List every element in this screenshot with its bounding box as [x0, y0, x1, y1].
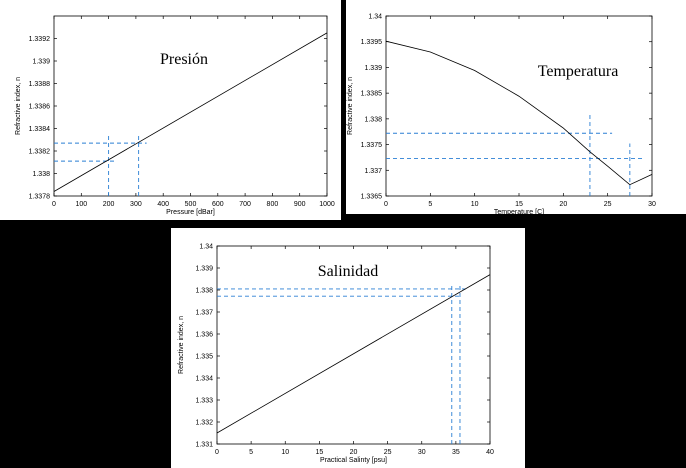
pressure-y-tick-label: 1.3382: [29, 149, 51, 156]
temperature-chart-title: Temperatura: [538, 63, 619, 80]
salinity-x-tick-label: 15: [315, 449, 323, 456]
salinity-y-tick-label: 1.335: [195, 354, 213, 361]
salinity-y-tick-label: 1.34: [199, 244, 213, 251]
salinity-y-tick-label: 1.334: [195, 376, 213, 383]
pressure-x-tick-label: 0: [52, 201, 56, 208]
salinity-series-line: [216, 274, 491, 434]
temperature-x-tick-label: 0: [384, 201, 388, 208]
temperature-x-axis-label: Temperature [C]: [494, 209, 544, 214]
salinity-chart: 0 5 10 15 20 25 30 35 40 1.331 1.332 1.333 1.334 1.33…: [178, 244, 494, 465]
pressure-y-tick-label: 1.3386: [29, 104, 51, 111]
salinity-y-tick-label: 1.332: [195, 420, 213, 427]
salinity-x-tick-label: 10: [281, 449, 289, 456]
temperature-series-line: [385, 40, 653, 186]
salinity-y-tick-label: 1.338: [195, 288, 213, 295]
salinity-x-axis-label: Practical Salinty [psu]: [320, 457, 387, 464]
salinity-x-tick-label: 20: [350, 449, 358, 456]
salinity-x-tick-label: 35: [452, 449, 460, 456]
temperature-y-tick-label: 1.3365: [361, 194, 383, 201]
pressure-plot-frame: [53, 15, 328, 197]
pressure-x-tick-label: 600: [212, 201, 224, 208]
temperature-x-tick-label: 20: [559, 201, 567, 208]
salinity-x-tick-label: 25: [384, 449, 392, 456]
salinity-y-axis-label: Refractive index, n: [178, 316, 185, 374]
pressure-y-tick-label: 1.3388: [29, 81, 51, 88]
salinity-x-tick-label: 0: [215, 449, 219, 456]
temperature-y-tick-label: 1.339: [364, 65, 382, 72]
temperature-chart-panel: 0 5 10 15 20 25 30 1.3365 1.337 1.3375 1.338 1.3385…: [346, 0, 686, 214]
pressure-y-tick-label: 1.3384: [29, 126, 51, 133]
pressure-y-tick-label: 1.3392: [29, 36, 51, 43]
temperature-x-tick-label: 25: [604, 201, 612, 208]
pressure-x-tick-label: 300: [130, 201, 142, 208]
pressure-y-tick-label: 1.338: [32, 171, 50, 178]
pressure-chart-title: Presión: [160, 51, 208, 68]
pressure-chart: 0 100 200 300 400 500 600 700 800 900 1000 1.3378 1.…: [15, 15, 335, 216]
salinity-y-tick-label: 1.337: [195, 310, 213, 317]
temperature-y-tick-label: 1.3395: [361, 39, 383, 46]
pressure-x-tick-label: 700: [239, 201, 251, 208]
temperature-y-tick-label: 1.34: [368, 14, 382, 21]
salinity-y-tick-label: 1.339: [195, 266, 213, 273]
temperature-y-tick-label: 1.338: [364, 116, 382, 123]
temperature-y-axis-label: Refractive index, n: [347, 77, 354, 135]
temperature-plot-frame: [385, 15, 653, 197]
pressure-x-tick-label: 400: [157, 201, 169, 208]
salinity-chart-title: Salinidad: [318, 263, 378, 280]
pressure-x-axis-label: Pressure [dBar]: [166, 209, 215, 216]
temperature-x-tick-label: 10: [471, 201, 479, 208]
pressure-y-axis-label: Refractive index, n: [15, 77, 22, 135]
temperature-y-tick-label: 1.3375: [361, 142, 383, 149]
temperature-x-tick-label: 30: [648, 201, 656, 208]
pressure-chart-panel: 0 100 200 300 400 500 600 700 800 900 1000 1.3378 1.…: [0, 0, 341, 220]
salinity-y-tick-label: 1.333: [195, 398, 213, 405]
salinity-x-tick-label: 30: [418, 449, 426, 456]
temperature-y-tick-label: 1.337: [364, 168, 382, 175]
salinity-x-tick-label: 40: [486, 449, 494, 456]
pressure-x-tick-label: 500: [185, 201, 197, 208]
salinity-y-tick-label: 1.336: [195, 332, 213, 339]
temperature-x-tick-label: 5: [428, 201, 432, 208]
salinity-chart-panel: 0 5 10 15 20 25 30 35 40 1.331 1.332 1.333 1.334 1.33…: [171, 228, 525, 468]
temperature-x-tick-label: 15: [515, 201, 523, 208]
salinity-y-tick-label: 1.331: [195, 442, 213, 449]
pressure-x-tick-label: 1000: [319, 201, 335, 208]
salinity-x-tick-label: 5: [249, 449, 253, 456]
pressure-x-tick-label: 800: [267, 201, 279, 208]
pressure-y-tick-label: 1.339: [32, 59, 50, 66]
pressure-y-tick-label: 1.3378: [29, 194, 51, 201]
temperature-y-tick-label: 1.3385: [361, 91, 383, 98]
temperature-chart: 0 5 10 15 20 25 30 1.3365 1.337 1.3375 1.338 1.3385…: [347, 14, 656, 215]
pressure-series-line: [53, 32, 328, 192]
pressure-x-tick-label: 900: [294, 201, 306, 208]
pressure-x-tick-label: 200: [103, 201, 115, 208]
pressure-x-tick-label: 100: [75, 201, 87, 208]
